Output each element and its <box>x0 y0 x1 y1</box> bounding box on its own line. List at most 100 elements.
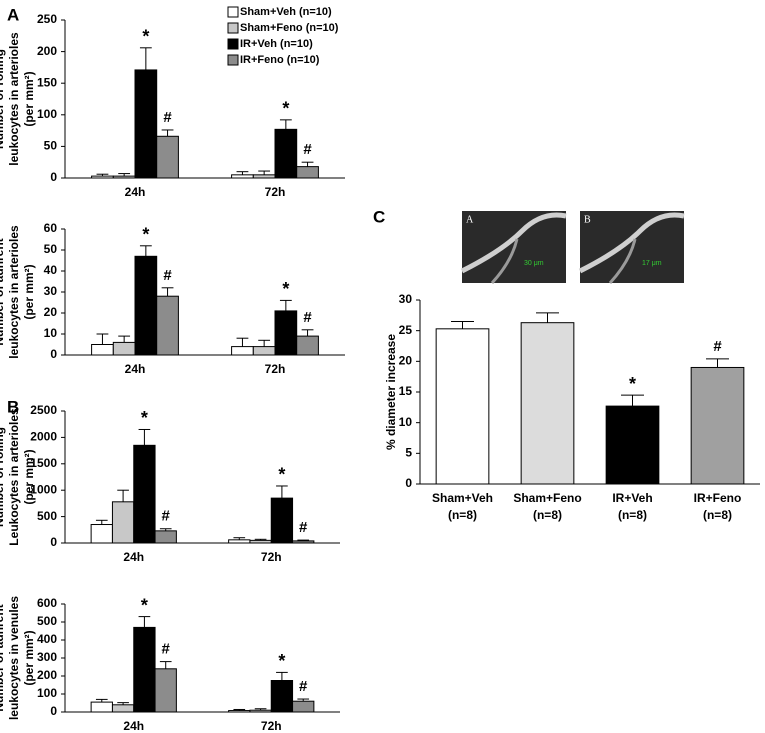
x-tick-sublabel: (n=8) <box>618 508 647 522</box>
error-bar <box>138 616 151 628</box>
legend-swatch <box>227 6 239 18</box>
bar <box>231 346 254 356</box>
significance-marker: # <box>163 267 172 284</box>
y-tick-label: 5 <box>405 446 412 460</box>
image-scale: 17 μm <box>642 260 662 267</box>
significance-marker: * <box>142 225 149 245</box>
y-tick-label: 60 <box>44 221 58 235</box>
error-bar <box>297 539 310 541</box>
y-tick-label: 25 <box>399 323 413 337</box>
y-tick-label: 1000 <box>30 482 57 496</box>
bar <box>134 255 158 356</box>
error-bar <box>254 708 267 711</box>
significance-marker: * <box>282 99 289 119</box>
y-axis-label: (per mm²) <box>22 71 36 126</box>
bar <box>90 701 113 713</box>
bar <box>111 704 135 713</box>
bar <box>133 626 156 713</box>
x-tick-label: IR+Feno <box>694 491 742 505</box>
significance-marker: * <box>278 651 285 671</box>
bar <box>228 710 251 713</box>
bar <box>112 341 136 356</box>
y-tick-label: 500 <box>37 509 57 523</box>
bar <box>231 174 254 179</box>
x-tick-sublabel: (n=8) <box>448 508 477 522</box>
y-axis-label: Number of adhrent <box>0 604 6 711</box>
error-bar <box>159 661 172 669</box>
y-tick-label: 0 <box>50 170 57 184</box>
bar <box>435 328 490 485</box>
y-tick-label: 0 <box>405 476 412 490</box>
x-tick-label: IR+Veh <box>612 491 652 505</box>
y-tick-label: 10 <box>44 326 58 340</box>
y-tick-label: 20 <box>399 354 413 368</box>
significance-marker: # <box>162 508 171 525</box>
y-tick-label: 100 <box>37 107 57 121</box>
bar <box>228 539 251 544</box>
bar <box>296 335 319 356</box>
bar <box>91 175 114 179</box>
error-bar <box>159 528 172 531</box>
bar <box>133 444 156 544</box>
bar <box>111 501 135 544</box>
error-bar <box>279 119 292 130</box>
legend-label: Sham+Veh (n=10) <box>240 6 332 18</box>
significance-marker: # <box>299 678 308 695</box>
significance-marker: * <box>142 27 149 47</box>
bar <box>520 322 575 485</box>
error-bar <box>161 129 174 137</box>
vessel <box>608 238 637 285</box>
error-bar <box>95 519 108 525</box>
bar <box>134 69 158 179</box>
y-tick-label: 200 <box>37 668 57 682</box>
y-tick-label: 1500 <box>30 456 57 470</box>
bar <box>154 668 177 713</box>
y-axis-label: Number of adhrent <box>0 238 6 345</box>
y-tick-label: 30 <box>399 292 413 306</box>
significance-marker: # <box>162 641 171 658</box>
legend-label: IR+Feno (n=10) <box>240 54 320 66</box>
error-bar <box>139 47 152 70</box>
y-axis-label: leukocytes in venules <box>7 596 21 720</box>
bar <box>112 175 136 179</box>
legend-swatch <box>227 38 239 50</box>
y-axis-label: (per mm²) <box>22 264 36 319</box>
y-axis-label: % diameter increase <box>384 334 398 450</box>
bar <box>605 405 660 485</box>
x-tick-label: 72h <box>265 185 286 199</box>
error-bar <box>301 161 314 167</box>
error-bar <box>258 339 271 347</box>
error-bar <box>95 698 108 703</box>
y-tick-label: 300 <box>37 650 57 664</box>
bar <box>249 709 272 713</box>
legend-label: IR+Veh (n=10) <box>240 38 313 50</box>
error-bar <box>117 489 129 502</box>
y-tick-label: 100 <box>37 686 57 700</box>
image-label: B <box>584 214 591 225</box>
y-axis-label: (per mm²) <box>22 449 36 504</box>
image-label: A <box>466 214 474 225</box>
y-tick-label: 2500 <box>30 403 57 417</box>
y-axis-label: Number of rolling <box>0 427 6 527</box>
error-bar <box>233 537 246 540</box>
error-bar <box>254 538 267 541</box>
bar <box>156 135 179 179</box>
x-tick-sublabel: (n=8) <box>703 508 732 522</box>
x-tick-label: Sham+Veh <box>432 491 493 505</box>
significance-marker: * <box>282 279 289 299</box>
legend-swatch <box>227 22 239 34</box>
significance-marker: * <box>278 465 285 485</box>
x-tick-label: 72h <box>265 362 286 376</box>
error-bar <box>233 708 246 711</box>
vessel <box>460 212 567 274</box>
x-tick-label: 24h <box>125 362 146 376</box>
significance-marker: # <box>299 519 308 536</box>
vessel <box>490 238 519 285</box>
bar <box>274 128 298 179</box>
panel-label: C <box>373 207 385 226</box>
bar <box>252 346 276 356</box>
bar <box>156 295 179 356</box>
error-bar <box>258 170 271 175</box>
y-tick-label: 10 <box>399 415 413 429</box>
bar <box>296 166 319 179</box>
